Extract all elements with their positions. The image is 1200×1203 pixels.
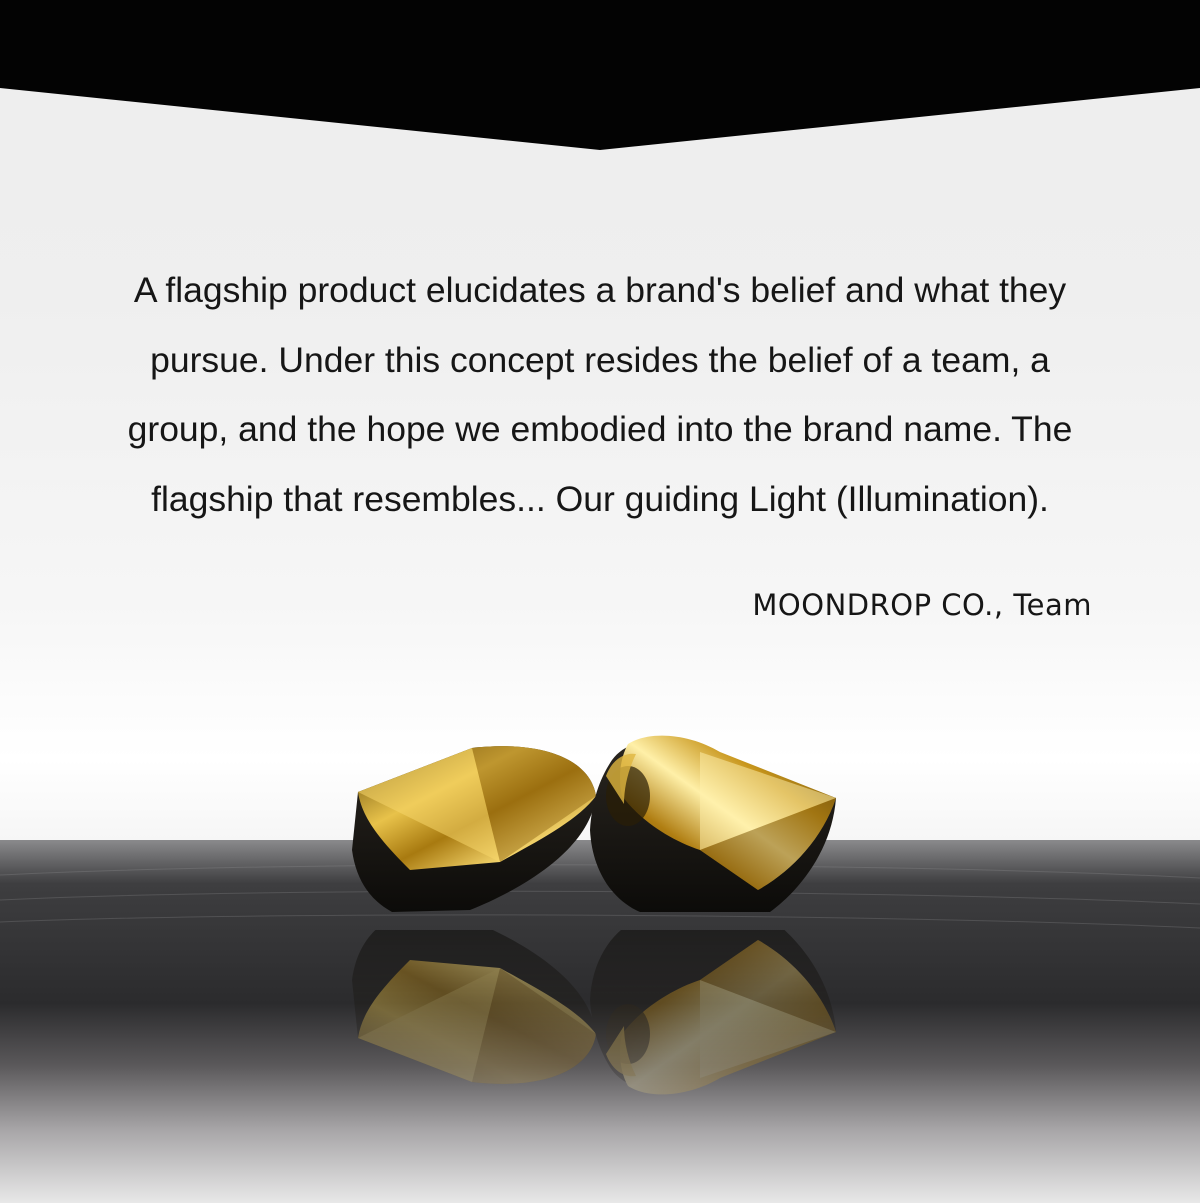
earphones-scene [0, 735, 1200, 1203]
signature: MOONDROP CO., Team [752, 588, 1092, 622]
brand-quote: A flagship product elucidates a brand's … [127, 270, 1073, 519]
top-chevron-band [0, 0, 1200, 150]
